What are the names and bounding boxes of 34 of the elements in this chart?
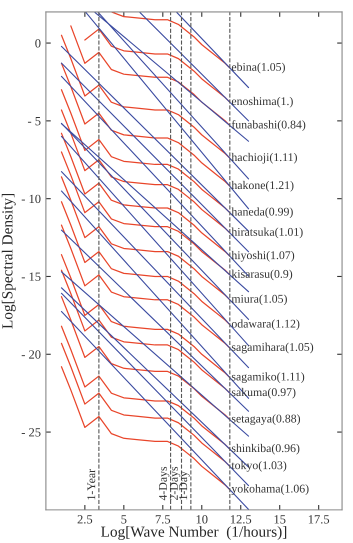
ref-line-label: 1-Day xyxy=(179,471,190,500)
series-label: hachioji(1.11) xyxy=(232,152,297,164)
series-label: hiratsuka(1.01) xyxy=(232,228,303,238)
x-tick-label: 10 xyxy=(196,515,208,524)
x-tick-label: 12.5 xyxy=(230,515,252,524)
y-tick-label: - 20 xyxy=(22,350,41,359)
series-label: hiyoshi(1.07) xyxy=(232,250,294,262)
series-label: yokohama(1.06) xyxy=(232,484,309,496)
series-label: setagaya(0.88) xyxy=(232,414,300,425)
x-tick-label: 2.5 xyxy=(78,515,92,524)
series-label: miura(1.05) xyxy=(232,294,287,306)
ref-line-label: 1-Year xyxy=(87,469,96,500)
y-tick-label: - 25 xyxy=(22,428,41,437)
series-label: odawara(1.12) xyxy=(232,319,300,330)
ref-line-label: 2-Days xyxy=(170,466,180,500)
x-tick-label: 17.5 xyxy=(308,515,330,524)
y-axis-title: Log[Spectral Density] xyxy=(2,194,16,329)
series-label: hakone(1.21) xyxy=(232,180,294,192)
x-tick-label: 7.5 xyxy=(156,515,170,524)
y-tick-label: - 5 xyxy=(28,117,41,126)
y-tick-label: - 10 xyxy=(22,194,41,204)
x-tick-label: 5 xyxy=(121,515,126,524)
series-label: shinkiba(0.96) xyxy=(232,444,300,455)
series-label: sagamiko(1.11) xyxy=(232,372,304,383)
ref-line-label: 4-Days xyxy=(159,466,170,500)
y-tick-label: - 15 xyxy=(22,272,41,281)
series-label: funabashi(0.84) xyxy=(232,120,306,131)
series-label: ebina(1.05) xyxy=(232,62,285,74)
x-axis-title: Log[Wave Number (1/hours)] xyxy=(101,526,286,540)
series-label: haneda(0.99) xyxy=(232,207,293,218)
series-label: sagamihara(1.05) xyxy=(232,342,314,354)
series-label: enoshima(1.) xyxy=(232,96,293,108)
y-tick-label: 0 xyxy=(35,39,41,48)
x-tick-label: 15 xyxy=(274,515,286,524)
